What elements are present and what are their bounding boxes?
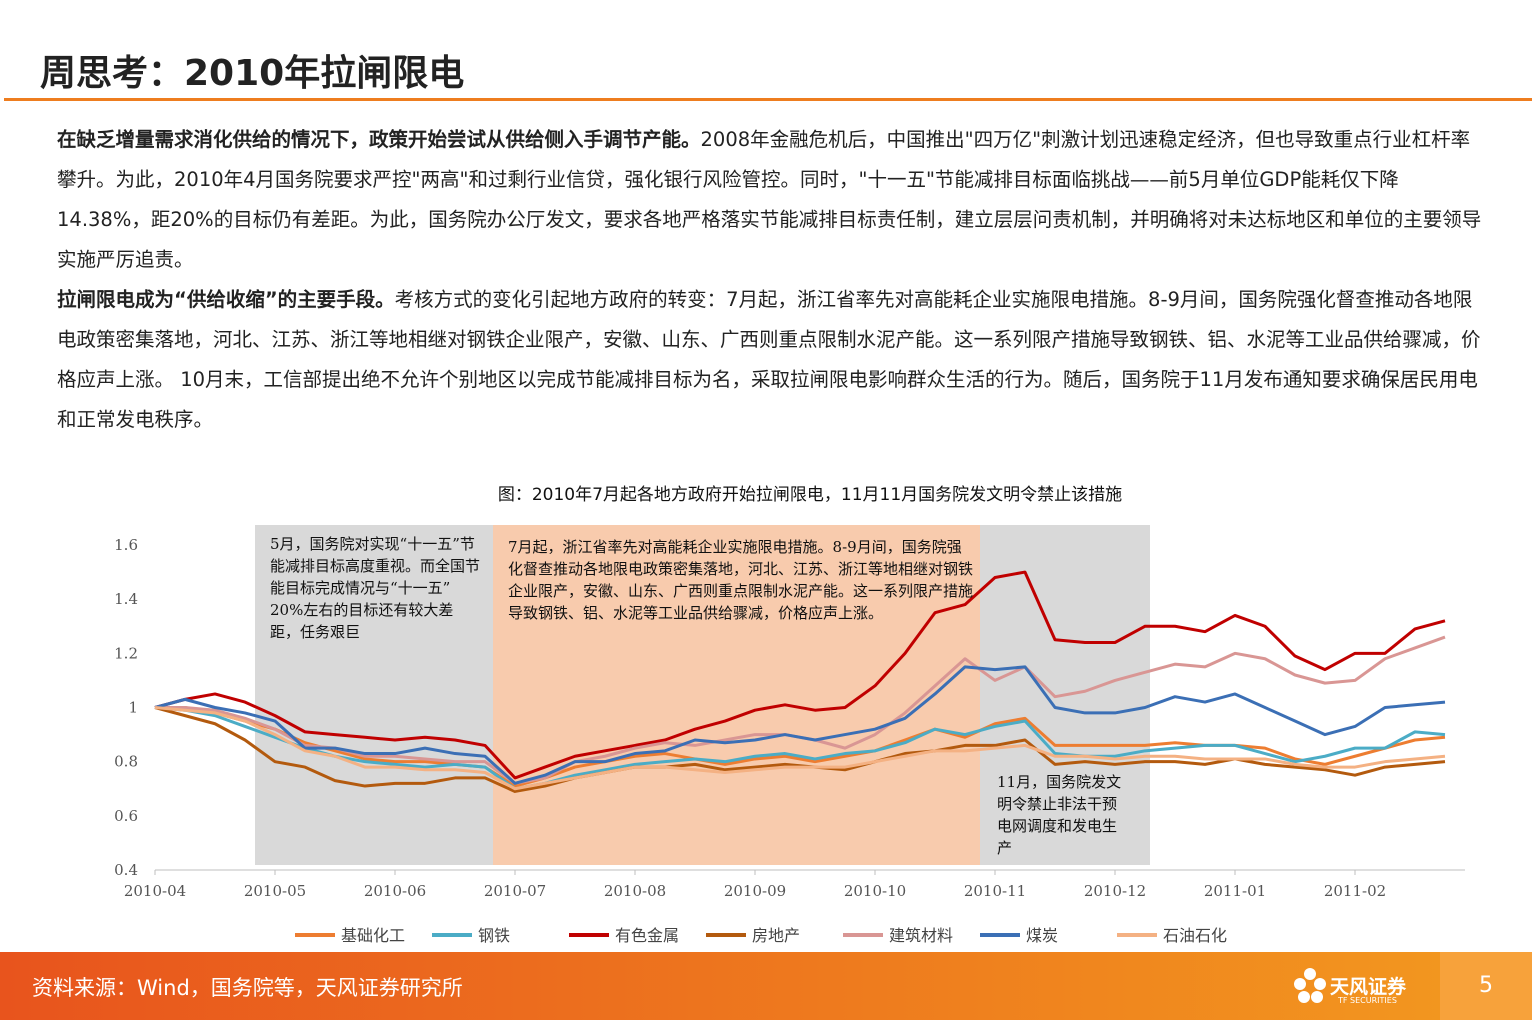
annotation: 11月，国务院发文明令禁止非法干预电网调度和发电生产 <box>997 773 1122 857</box>
x-tick-label: 2010-05 <box>244 882 306 900</box>
logo-icon <box>1294 968 1326 1003</box>
series-line <box>154 706 1446 791</box>
chart-title: 图：2010年7月起各地方政府开始拉闸限电，11月11月国务院发文明令禁止该措施 <box>498 485 1122 505</box>
body-text: 在缺乏增量需求消化供给的情况下，政策开始尝试从供给侧入手调节产能。2008年金融… <box>57 120 1485 440</box>
x-tick-label: 2010-04 <box>124 882 186 900</box>
x-tick-label: 2011-02 <box>1324 882 1386 900</box>
chart: 图：2010年7月起各地方政府开始拉闸限电，11月11月国务院发文明令禁止该措施… <box>114 485 1465 945</box>
footer: 资料来源：Wind，国务院等，天风证券研究所 天风证券 TF SECURITIE… <box>0 952 1532 1020</box>
lead: 在缺乏增量需求消化供给的情况下，政策开始尝试从供给侧入手调节产能。 <box>57 128 701 151</box>
y-tick-label: 0.4 <box>114 861 138 879</box>
annotation: 7月起，浙江省率先对高能耗企业实施限电措施。8-9月间，国务院强化督查推动各地限… <box>508 538 974 622</box>
text: 2008年金融危机后，中国推出"四万亿"刺激计划迅速稳定经济，但也导致重点行业杠… <box>57 128 1482 271</box>
series-line <box>154 665 1446 785</box>
page-number: 5 <box>1440 952 1532 1020</box>
source: 资料来源：Wind，国务院等，天风证券研究所 <box>32 976 463 1000</box>
title-rule <box>4 98 1532 101</box>
slide-title: 周思考：2010年拉闸限电 <box>40 53 465 94</box>
x-tick-label: 2010-12 <box>1084 882 1146 900</box>
legend-label: 钢铁 <box>478 926 510 945</box>
shade <box>255 525 493 865</box>
legend-label: 煤炭 <box>1026 926 1058 945</box>
y-tick-label: 0.8 <box>114 753 138 771</box>
y-tick-label: 0.6 <box>114 807 138 825</box>
logo-sub: TF SECURITIES <box>1338 996 1397 1005</box>
x-tick-label: 2010-06 <box>364 882 426 900</box>
shade <box>493 525 980 865</box>
x-tick-label: 2010-07 <box>484 882 546 900</box>
x-tick-label: 2010-09 <box>724 882 786 900</box>
x-tick-label: 2010-10 <box>844 882 906 900</box>
legend-label: 有色金属 <box>615 926 679 945</box>
paragraph: 拉闸限电成为“供给收缩”的主要手段。考核方式的变化引起地方政府的转变：7月起，浙… <box>57 280 1485 440</box>
y-tick-label: 1.4 <box>114 590 138 608</box>
paragraph: 在缺乏增量需求消化供给的情况下，政策开始尝试从供给侧入手调节产能。2008年金融… <box>57 120 1485 280</box>
legend-label: 石油石化 <box>1163 926 1227 945</box>
annotation: 5月，国务院对实现“十一五”节能减排目标高度重视。而全国节能目标完成情况与“十一… <box>270 535 481 641</box>
series-line <box>154 706 1446 791</box>
text: 考核方式的变化引起地方政府的转变：7月起，浙江省率先对高能耗企业实施限电措施。8… <box>57 288 1481 431</box>
x-tick-label: 2010-08 <box>604 882 666 900</box>
y-tick-label: 1 <box>128 699 138 717</box>
y-tick-label: 1.2 <box>114 644 138 662</box>
x-tick-label: 2010-11 <box>964 882 1026 900</box>
y-tick-label: 1.6 <box>114 536 138 554</box>
series-line <box>154 570 1446 780</box>
legend-label: 房地产 <box>752 926 800 945</box>
legend-label: 建筑材料 <box>889 926 953 945</box>
logo: 天风证券 <box>1330 976 1407 998</box>
legend-label: 基础化工 <box>341 926 405 945</box>
x-tick-label: 2011-01 <box>1204 882 1266 900</box>
lead: 拉闸限电成为“供给收缩”的主要手段。 <box>57 288 395 311</box>
